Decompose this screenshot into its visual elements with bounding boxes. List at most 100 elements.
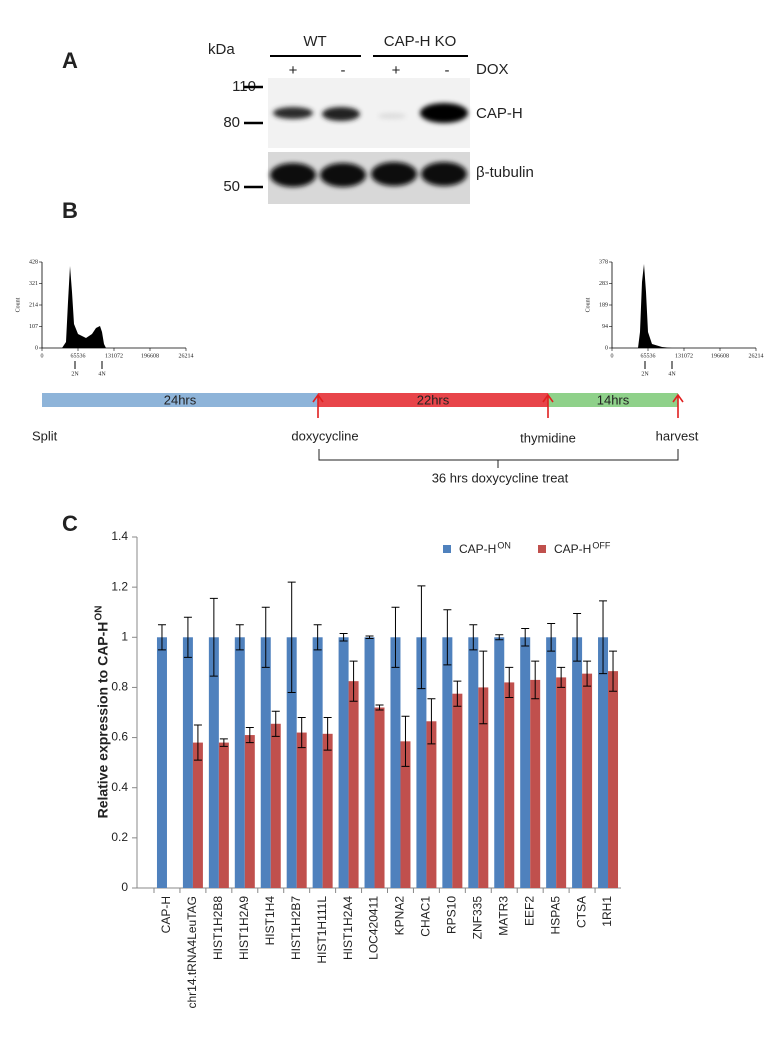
event-arrows xyxy=(312,393,684,418)
legend-swatch xyxy=(443,545,451,553)
dox-sign: + xyxy=(392,62,401,79)
treatment-label: 36 hrs doxycycline treat xyxy=(432,470,569,485)
error-bar xyxy=(479,650,488,725)
histogram-x-tick: 65536 xyxy=(641,353,656,359)
y-label-sup: ON xyxy=(94,606,105,621)
error-bar xyxy=(609,650,618,692)
histogram-x-tick: 26214 xyxy=(179,353,194,359)
error-bar xyxy=(401,715,410,767)
bar xyxy=(296,732,307,888)
error-bar xyxy=(261,606,270,668)
phase-bar xyxy=(318,393,548,407)
dox-label: DOX xyxy=(476,61,509,78)
band-label: CAP-H xyxy=(476,105,523,122)
y-tick-label: 1.4 xyxy=(111,529,128,543)
y-tick-label: 0.2 xyxy=(111,830,128,844)
dox-sign: - xyxy=(341,62,346,79)
x-tick-label: ZNF335 xyxy=(470,896,484,940)
histogram-x-tick: 0 xyxy=(611,353,614,359)
histogram-y-label: Count xyxy=(15,297,21,312)
error-bar xyxy=(375,704,384,711)
histogram-axes xyxy=(611,262,756,349)
histogram-x-tick: 131072 xyxy=(105,353,123,359)
error-bar xyxy=(245,727,254,744)
bar xyxy=(608,671,619,888)
bar xyxy=(390,637,401,888)
histogram-x-tick: 26214 xyxy=(749,353,764,359)
dox-sign: - xyxy=(445,62,450,79)
panel-label: B xyxy=(62,198,78,223)
group-label: CAP-H KO xyxy=(384,33,457,50)
error-bar xyxy=(193,724,202,761)
x-tick-label: HIST1H4 xyxy=(263,896,277,946)
histogram-x-tick: 0 xyxy=(41,353,44,359)
histogram-y-tick: 107 xyxy=(29,324,38,330)
bar xyxy=(452,693,463,888)
ploidy-label: 2N xyxy=(641,371,649,377)
ploidy-label: 2N xyxy=(71,371,79,377)
bar xyxy=(400,741,411,888)
bar xyxy=(530,679,541,888)
band-label: β-tubulin xyxy=(476,164,534,181)
error-bar xyxy=(297,717,306,749)
error-bar xyxy=(365,635,374,640)
x-tick-label: CTSA xyxy=(574,896,588,928)
error-bar xyxy=(323,717,332,751)
histogram-y-tick: 378 xyxy=(599,259,608,265)
bar xyxy=(416,637,427,888)
event-label: Split xyxy=(32,428,58,443)
x-tick-label: chr14.tRNA4LeuTAG xyxy=(185,896,199,1009)
legend-sup: ON xyxy=(497,540,511,550)
phase-bar xyxy=(548,393,678,407)
error-bar xyxy=(557,666,566,688)
error-bar xyxy=(313,624,322,651)
error-bar xyxy=(287,581,296,693)
error-bar xyxy=(495,634,504,641)
bar xyxy=(270,723,281,888)
histogram-y-tick: 0 xyxy=(35,345,38,351)
error-bar xyxy=(349,660,358,702)
y-tick-label: 0 xyxy=(121,880,128,894)
y-tick-label: 1.2 xyxy=(111,579,128,593)
error-bar xyxy=(427,698,436,745)
bar xyxy=(374,707,385,888)
panel-label: C xyxy=(62,511,78,536)
bar xyxy=(426,721,437,888)
error-bar xyxy=(453,680,462,707)
histogram-y-tick: 189 xyxy=(599,302,608,308)
bar xyxy=(182,637,193,888)
histogram-y-label: Count xyxy=(585,297,591,312)
y-tick-label: 1 xyxy=(121,629,128,643)
blot-bands xyxy=(270,103,468,187)
error-bar xyxy=(521,628,530,647)
histogram xyxy=(612,264,672,348)
error-bar xyxy=(183,616,192,658)
legend-sup: OFF xyxy=(592,540,610,550)
bar xyxy=(348,681,359,888)
bar xyxy=(234,637,245,888)
x-tick-label: HSPA5 xyxy=(548,896,562,935)
brace xyxy=(318,449,679,468)
bar xyxy=(572,637,583,888)
x-tick-label: HIST1H2A4 xyxy=(341,896,355,960)
error-bar xyxy=(531,660,540,700)
panel-label: A xyxy=(62,48,78,73)
bar xyxy=(546,637,557,888)
bar xyxy=(286,637,297,888)
x-tick-label: HIST1H111L xyxy=(315,896,329,964)
bar xyxy=(468,637,479,888)
y-tick-label: 0.4 xyxy=(111,780,128,794)
x-tick-label: KPNA2 xyxy=(393,896,407,936)
bar xyxy=(494,637,505,888)
histogram-y-tick: 214 xyxy=(29,302,38,308)
bar xyxy=(504,682,515,888)
x-tick-label: LOC420411 xyxy=(367,896,381,960)
dox-sign: + xyxy=(289,62,298,79)
error-bar xyxy=(157,624,166,651)
phase-label: 22hrs xyxy=(417,392,450,407)
error-bar xyxy=(339,633,348,642)
bar xyxy=(556,677,567,888)
ploidy-label: 4N xyxy=(98,371,106,377)
ploidy-label: 4N xyxy=(668,371,676,377)
histogram-y-tick: 321 xyxy=(29,281,38,287)
